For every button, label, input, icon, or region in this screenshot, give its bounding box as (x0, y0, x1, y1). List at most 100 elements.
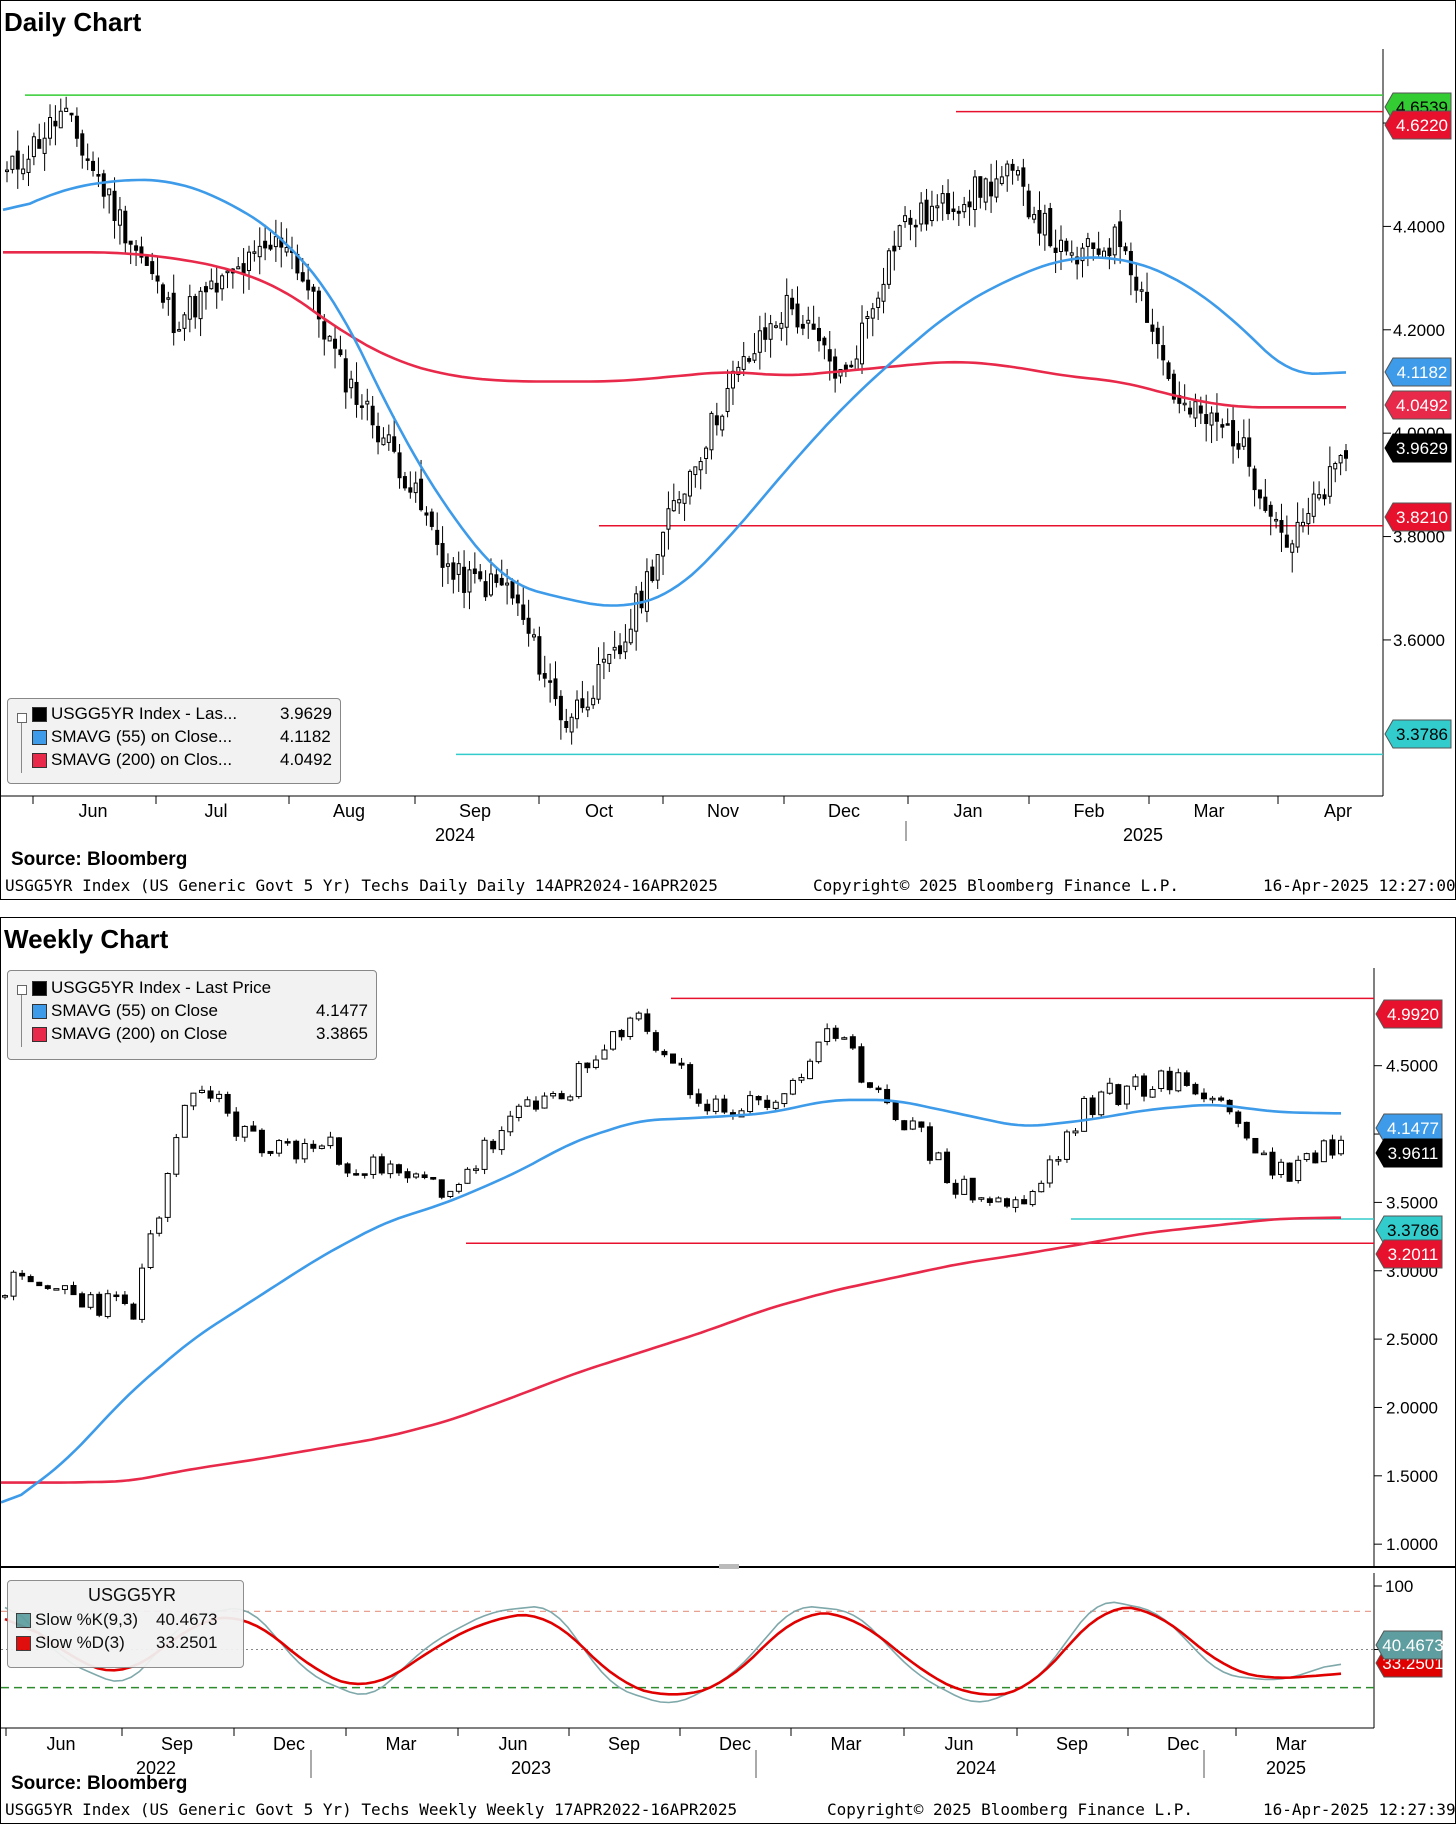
daily-candle (558, 690, 563, 740)
daily-candle (1080, 243, 1085, 278)
weekly-candle (1038, 1180, 1045, 1193)
legend-label: USGG5YR Index - Las... (51, 704, 238, 723)
daily-candle (236, 257, 241, 270)
daily-candle (1327, 446, 1332, 504)
daily-candle (1252, 465, 1257, 507)
weekly-y-tick-label: 4.5000 (1386, 1057, 1438, 1076)
daily-candle (924, 188, 929, 231)
daily-candle (467, 561, 472, 610)
daily-candle (252, 240, 257, 262)
daily-candle (913, 219, 918, 248)
daily-candle (747, 355, 752, 364)
daily-candle (37, 123, 42, 149)
weekly-candle (1243, 1121, 1250, 1141)
daily-candle (730, 360, 735, 405)
weekly-candle (1029, 1189, 1036, 1207)
daily-candle (773, 321, 778, 329)
daily-x-tick-label: Apr (1324, 801, 1352, 821)
weekly-candle (139, 1263, 146, 1323)
daily-candle (85, 143, 90, 171)
weekly-candle (507, 1110, 514, 1137)
svg-text:4.1477: 4.1477 (1387, 1119, 1439, 1138)
legend-label: SMAVG (200) on Clos... (51, 750, 233, 769)
daily-chart: 3.60003.80004.00004.20004.40004.6000JunJ… (1, 49, 1452, 841)
daily-candle (634, 586, 639, 651)
weekly-candle (986, 1196, 993, 1206)
daily-candle (553, 661, 558, 706)
weekly-candle (318, 1144, 325, 1150)
daily-candle (397, 444, 402, 489)
daily-candle (935, 194, 940, 222)
weekly-candle (695, 1088, 702, 1107)
daily-candle (752, 333, 757, 364)
daily-candle (779, 312, 784, 341)
daily-candle (1322, 488, 1327, 506)
daily-candle (591, 685, 596, 709)
daily-x-tick-label: Jun (78, 801, 107, 821)
daily-candle (1042, 204, 1047, 251)
weekly-candle (807, 1058, 814, 1080)
weekly-x-tick-label: Dec (273, 1734, 305, 1754)
daily-y-tick-label: 3.6000 (1393, 631, 1445, 650)
weekly-candle (387, 1160, 394, 1179)
weekly-candle (1183, 1070, 1190, 1087)
weekly-candle (584, 1062, 591, 1073)
daily-candle (881, 267, 886, 314)
daily-candle (704, 445, 709, 475)
weekly-candle (567, 1094, 574, 1102)
weekly-candle (464, 1167, 471, 1184)
daily-candle (956, 205, 961, 226)
weekly-candle (918, 1121, 925, 1133)
daily-footer-timestamp: 16-Apr-2025 12:27:00 (1263, 876, 1456, 895)
svg-text:40.4673: 40.4673 (1382, 1636, 1443, 1655)
weekly-candle (995, 1196, 1002, 1203)
daily-candle (763, 312, 768, 353)
daily-candle (1279, 503, 1284, 553)
weekly-candle (1295, 1155, 1302, 1184)
daily-candle (451, 557, 456, 594)
daily-candle (1150, 308, 1155, 345)
daily-candle (177, 321, 182, 332)
daily-candle (1015, 166, 1020, 181)
svg-text:3.3786: 3.3786 (1396, 725, 1448, 744)
daily-candle (166, 291, 171, 316)
weekly-candle (1021, 1195, 1028, 1205)
daily-candle (575, 690, 580, 729)
daily-candle (1225, 408, 1230, 426)
daily-candle (462, 550, 467, 609)
weekly-year-label: 2024 (956, 1758, 996, 1778)
weekly-candle (481, 1137, 488, 1175)
daily-candle (1284, 515, 1289, 548)
weekly-candle (832, 1025, 839, 1042)
daily-candle (1220, 418, 1225, 439)
weekly-candle (198, 1085, 205, 1094)
svg-text:3.8210: 3.8210 (1396, 508, 1448, 527)
weekly-candle (1089, 1094, 1096, 1118)
daily-candle (860, 305, 865, 374)
weekly-year-label: 2025 (1266, 1758, 1306, 1778)
daily-candle (1161, 325, 1166, 376)
legend-tree-icon (17, 985, 27, 995)
legend-tree-line (21, 723, 28, 773)
weekly-footer-left: USGG5YR Index (US Generic Govt 5 Yr) Tec… (5, 1800, 738, 1819)
weekly-candle (370, 1154, 377, 1179)
daily-candle (720, 414, 725, 437)
weekly-candle (772, 1099, 779, 1112)
weekly-value-tag: 4.1477 (1375, 1113, 1443, 1143)
daily-candle (1263, 478, 1268, 513)
weekly-candle (1149, 1086, 1156, 1098)
daily-candle (806, 306, 811, 339)
daily-candle (91, 151, 96, 177)
legend-swatch (32, 707, 47, 722)
legend-tree-icon (17, 713, 27, 723)
weekly-candle (79, 1291, 86, 1308)
weekly-x-tick-label: Dec (719, 1734, 751, 1754)
daily-candle (601, 642, 606, 680)
weekly-candle (866, 1081, 873, 1089)
weekly-y-tick-label: 2.0000 (1386, 1398, 1438, 1417)
pane-resize-handle[interactable] (719, 1564, 739, 1569)
weekly-candle (1320, 1139, 1327, 1163)
weekly-candle (798, 1073, 805, 1084)
daily-candle (940, 185, 945, 221)
weekly-candle (1260, 1150, 1267, 1156)
